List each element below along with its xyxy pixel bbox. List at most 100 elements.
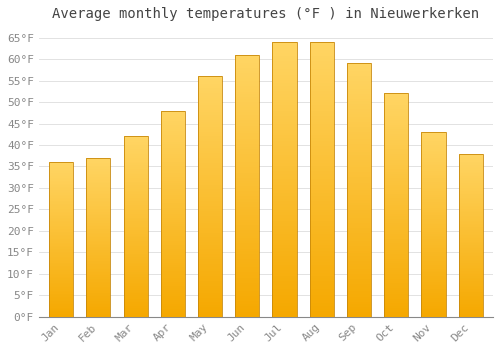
Bar xyxy=(458,159,483,160)
Bar xyxy=(422,245,446,247)
Bar xyxy=(49,246,73,247)
Bar xyxy=(347,299,371,302)
Bar xyxy=(198,228,222,230)
Bar xyxy=(458,271,483,273)
Bar xyxy=(198,233,222,235)
Bar xyxy=(310,182,334,185)
Bar xyxy=(272,158,296,160)
Bar xyxy=(160,133,185,135)
Bar xyxy=(86,263,110,264)
Bar xyxy=(49,235,73,236)
Bar xyxy=(347,216,371,218)
Bar xyxy=(347,259,371,261)
Bar xyxy=(347,286,371,289)
Bar xyxy=(124,250,148,252)
Bar xyxy=(272,119,296,122)
Bar xyxy=(384,127,408,129)
Bar xyxy=(235,228,260,230)
Bar xyxy=(384,257,408,259)
Bar xyxy=(49,210,73,212)
Bar xyxy=(198,91,222,93)
Bar xyxy=(86,299,110,301)
Bar xyxy=(347,289,371,292)
Bar xyxy=(235,147,260,149)
Bar xyxy=(160,280,185,282)
Bar xyxy=(235,68,260,71)
Bar xyxy=(347,314,371,317)
Bar xyxy=(384,265,408,268)
Bar xyxy=(384,245,408,247)
Bar xyxy=(124,190,148,192)
Bar xyxy=(310,193,334,196)
Bar xyxy=(347,132,371,134)
Bar xyxy=(86,260,110,261)
Bar xyxy=(160,257,185,259)
Bar xyxy=(310,72,334,75)
Bar xyxy=(347,160,371,162)
Bar xyxy=(310,100,334,103)
Bar xyxy=(310,119,334,122)
Bar xyxy=(347,165,371,167)
Bar xyxy=(347,195,371,198)
Bar xyxy=(310,94,334,97)
Bar xyxy=(198,93,222,96)
Bar xyxy=(310,259,334,262)
Bar xyxy=(384,315,408,317)
Bar xyxy=(422,160,446,162)
Bar xyxy=(422,234,446,236)
Bar xyxy=(458,183,483,184)
Bar xyxy=(124,263,148,265)
Bar xyxy=(458,189,483,191)
Bar xyxy=(422,265,446,267)
Bar xyxy=(86,228,110,229)
Bar xyxy=(347,205,371,208)
Bar xyxy=(422,250,446,252)
Bar xyxy=(310,42,334,317)
Bar xyxy=(347,134,371,137)
Bar xyxy=(124,252,148,254)
Bar xyxy=(198,136,222,139)
Bar xyxy=(86,183,110,185)
Bar xyxy=(235,314,260,317)
Bar xyxy=(310,265,334,267)
Bar xyxy=(86,190,110,191)
Bar xyxy=(86,252,110,253)
Bar xyxy=(86,269,110,271)
Bar xyxy=(235,249,260,251)
Bar xyxy=(384,93,408,317)
Bar xyxy=(86,158,110,317)
Bar xyxy=(347,231,371,233)
Bar xyxy=(272,113,296,116)
Bar xyxy=(86,217,110,218)
Bar xyxy=(384,96,408,98)
Bar xyxy=(384,152,408,154)
Bar xyxy=(384,306,408,308)
Bar xyxy=(160,142,185,143)
Bar xyxy=(198,115,222,117)
Bar xyxy=(347,253,371,256)
Bar xyxy=(422,280,446,282)
Bar xyxy=(86,271,110,272)
Bar xyxy=(49,303,73,304)
Bar xyxy=(458,170,483,172)
Bar xyxy=(347,312,371,314)
Bar xyxy=(422,215,446,217)
Bar xyxy=(198,84,222,86)
Bar xyxy=(384,138,408,140)
Bar xyxy=(124,167,148,169)
Bar xyxy=(49,182,73,184)
Bar xyxy=(235,157,260,160)
Bar xyxy=(384,185,408,187)
Bar xyxy=(384,218,408,221)
Bar xyxy=(384,221,408,223)
Bar xyxy=(160,127,185,129)
Bar xyxy=(235,139,260,141)
Bar xyxy=(347,91,371,94)
Bar xyxy=(347,127,371,129)
Bar xyxy=(384,303,408,306)
Bar xyxy=(160,272,185,273)
Bar xyxy=(160,140,185,142)
Bar xyxy=(347,228,371,231)
Bar xyxy=(49,165,73,167)
Bar xyxy=(49,283,73,284)
